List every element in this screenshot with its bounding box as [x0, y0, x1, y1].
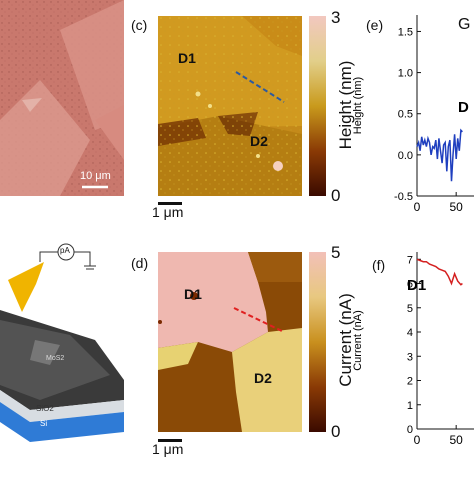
y-tick-label: 4 — [407, 327, 413, 339]
schematic-drawing — [0, 243, 124, 442]
height-map-image — [158, 16, 302, 196]
optical-flakes — [0, 0, 124, 196]
panel-d-scale-bar — [158, 439, 182, 442]
panel-e-letter: (e) — [366, 17, 384, 33]
y-tick-label: 5 — [407, 303, 413, 315]
region-corner — [248, 252, 302, 282]
panel-b-schematic: pA MoS2 SiO2 Si — [0, 240, 124, 474]
label-d1: D1 — [184, 286, 202, 302]
x-tick-label: 0 — [414, 200, 421, 214]
x-tick-label: 50 — [449, 200, 463, 214]
panel-f-letter: (f) — [372, 257, 386, 273]
height-profile-plot: 1.5 1.0 0.5 0.0 -0.50 50 Height (nm) D — [352, 15, 474, 214]
height-colorbar-min: 0 — [331, 186, 341, 205]
y-tick-label: 2 — [407, 376, 413, 388]
label-d2: D2 — [254, 370, 272, 386]
sio2-label: SiO2 — [36, 404, 54, 413]
y-tick-label: 7 — [407, 254, 413, 266]
y-axis-label: Height (nm) — [352, 77, 364, 134]
defect — [190, 292, 198, 300]
y-tick-label: -0.5 — [394, 191, 413, 203]
afm-tip — [8, 262, 44, 312]
panel-c-height-map: D1 D2 — [158, 16, 302, 196]
panel-d-scale-label: 1 μm — [152, 441, 184, 457]
region-d1 — [158, 252, 268, 352]
series-line — [416, 128, 463, 182]
x-tick-label: 0 — [414, 433, 421, 447]
profile-line — [233, 307, 285, 333]
current-colorbar-max: 5 — [331, 243, 341, 262]
y-tick-label: 0.5 — [398, 109, 413, 121]
current-colorbar — [309, 252, 326, 432]
y-tick-label: 6 — [407, 279, 413, 291]
height-colorbar-max: 3 — [331, 8, 341, 27]
current-colorbar-min: 0 — [331, 422, 341, 441]
current-map-image — [158, 252, 302, 432]
region-d2 — [232, 328, 302, 432]
flake — [60, 0, 124, 130]
scale-bar-label: 10 μm — [80, 170, 111, 182]
panel-e-title-fragment: G — [458, 16, 471, 33]
label-d1: D1 — [178, 50, 196, 66]
si-layer — [0, 402, 124, 442]
flake — [0, 80, 90, 196]
y-tick-label: 1.0 — [398, 68, 413, 80]
y-tick-label: 0 — [407, 424, 413, 436]
y-tick-label: 1.5 — [398, 26, 413, 38]
label-d2: D2 — [250, 133, 268, 149]
panel-d-letter: (d) — [131, 255, 149, 271]
y-tick-label: 0.0 — [398, 150, 413, 162]
flake — [22, 98, 42, 112]
y-tick-label: 1 — [407, 400, 413, 412]
x-tick-label: 50 — [449, 433, 463, 447]
mos2-flake — [30, 340, 60, 365]
mos2-film — [0, 320, 110, 400]
sio2-layer — [0, 390, 124, 422]
annotation-label: D1 — [407, 277, 426, 294]
edge-region — [158, 342, 198, 370]
si-label: Si — [40, 419, 48, 428]
panel-c-scale-label: 1 μm — [152, 204, 184, 220]
panel-d-current-map: D1 D2 — [158, 252, 302, 432]
panel-a-optical-image: 10 μm — [0, 0, 124, 196]
height-colorbar — [309, 16, 326, 196]
panel-c-scale-bar — [158, 202, 182, 205]
film-label: MoS2 — [46, 355, 65, 362]
y-axis-label: Current (nA) — [352, 310, 364, 371]
annotation-label: D — [458, 99, 469, 116]
profile-line — [235, 71, 285, 103]
particle — [273, 161, 283, 171]
y-tick-label: 3 — [407, 351, 413, 363]
panel-c-letter: (c) — [131, 17, 148, 33]
current-profile-plot: 7 6 5 4 3 2 1 00 50 Current (nA) D1 — [352, 252, 474, 447]
ammeter-label: pA — [60, 246, 70, 255]
series-line — [416, 258, 463, 286]
flake — [95, 105, 124, 160]
